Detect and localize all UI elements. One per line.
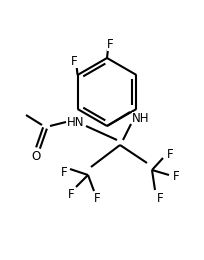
Text: NH: NH [132,112,150,125]
Text: F: F [94,192,100,205]
Text: F: F [61,166,67,179]
Text: O: O [31,150,41,162]
Text: F: F [173,171,179,184]
Text: HN: HN [67,115,85,128]
Text: F: F [68,187,74,200]
Text: F: F [167,147,173,160]
Text: F: F [157,192,163,205]
Text: F: F [71,55,78,68]
Text: F: F [107,37,113,50]
